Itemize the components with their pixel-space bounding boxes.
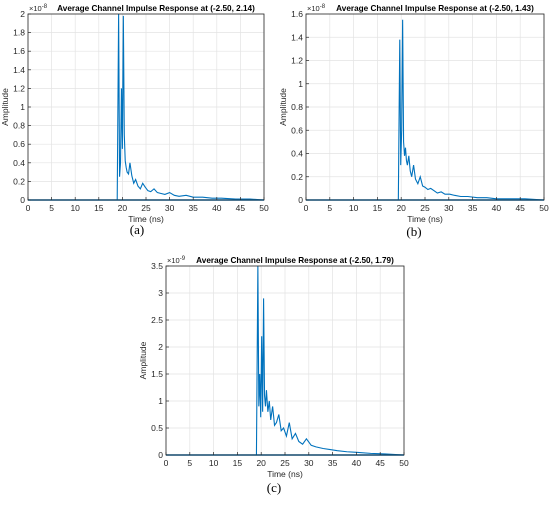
x-tick-label: 0 xyxy=(26,203,31,213)
x-tick-label: 25 xyxy=(420,203,430,213)
x-tick-label: 40 xyxy=(352,458,362,468)
y-tick-label: 2 xyxy=(20,9,25,19)
y-tick-label: 1 xyxy=(158,396,163,406)
x-tick-label: 25 xyxy=(280,458,290,468)
x-tick-label: 25 xyxy=(141,203,151,213)
x-axis-label: Time (ns) xyxy=(128,214,164,224)
panel-caption: (b) xyxy=(406,224,421,239)
x-tick-label: 35 xyxy=(328,458,338,468)
chart-panel-2: 0 5 10 15 20 25 30 35 40 45 50 0 0.2 0.4 0.6 0.8 1 1.2 1.4… xyxy=(278,4,549,239)
y-exponent-value: -9 xyxy=(180,256,186,262)
y-tick-label: 0 xyxy=(298,195,303,205)
y-tick-label: 2 xyxy=(158,342,163,352)
y-axis-label: Amplitude xyxy=(138,341,148,379)
x-tick-label: 5 xyxy=(327,203,332,213)
x-tick-label: 5 xyxy=(187,458,192,468)
x-tick-label: 45 xyxy=(236,203,246,213)
y-tick-label: 0.2 xyxy=(291,172,303,182)
x-tick-label: 30 xyxy=(444,203,454,213)
x-tick-label: 35 xyxy=(188,203,198,213)
chart-title: Average Channel Impulse Response at (-2.… xyxy=(196,256,394,265)
x-tick-label: 10 xyxy=(209,458,219,468)
x-tick-label: 35 xyxy=(468,203,478,213)
y-tick-label: 1.4 xyxy=(13,65,25,75)
x-tick-label: 10 xyxy=(70,203,80,213)
x-tick-label: 30 xyxy=(304,458,314,468)
y-tick-label: 3 xyxy=(158,288,163,298)
x-tick-label: 45 xyxy=(375,458,385,468)
chart-title: Average Channel Impulse Response at (-2.… xyxy=(336,4,534,13)
x-tick-label: 10 xyxy=(349,203,359,213)
x-axis-label: Time (ns) xyxy=(267,469,303,479)
y-tick-label: 3.5 xyxy=(151,261,163,271)
chart-title: Average Channel Impulse Response at (-2.… xyxy=(57,4,255,13)
y-exponent-label: ×10-9 xyxy=(167,256,186,265)
series-line xyxy=(28,13,265,201)
y-tick-label: 1.5 xyxy=(151,369,163,379)
series-line xyxy=(166,265,405,456)
x-tick-label: 15 xyxy=(94,203,104,213)
y-tick-label: 0.4 xyxy=(13,158,25,168)
y-axis-label: Amplitude xyxy=(278,88,288,126)
x-tick-label: 40 xyxy=(492,203,502,213)
x-tick-label: 50 xyxy=(259,203,269,213)
x-axis-label: Time (ns) xyxy=(407,214,443,224)
y-axis-label: Amplitude xyxy=(0,88,10,126)
x-tick-label: 50 xyxy=(399,458,409,468)
y-tick-label: 1.6 xyxy=(291,9,303,19)
y-tick-label: 1.2 xyxy=(13,83,25,93)
y-tick-label: 1.8 xyxy=(13,28,25,38)
y-tick-label: 0.4 xyxy=(291,149,303,159)
y-tick-label: 0.8 xyxy=(13,121,25,131)
x-tick-label: 15 xyxy=(373,203,383,213)
y-exponent-value: -8 xyxy=(320,4,326,10)
x-tick-label: 20 xyxy=(118,203,128,213)
x-tick-label: 50 xyxy=(539,203,549,213)
y-exponent-label: ×10-8 xyxy=(307,4,326,13)
x-tick-label: 15 xyxy=(233,458,243,468)
x-tick-label: 0 xyxy=(164,458,169,468)
x-tick-label: 20 xyxy=(256,458,266,468)
y-tick-label: 0.6 xyxy=(291,125,303,135)
y-tick-label: 0.6 xyxy=(13,139,25,149)
x-tick-label: 30 xyxy=(165,203,175,213)
chart-panel-3: 0 5 10 15 20 25 30 35 40 45 50 0 0.5 1 1.5 2 2.5 3 3.5 ×10-… xyxy=(138,256,409,495)
y-tick-label: 0.8 xyxy=(291,102,303,112)
y-tick-label: 1 xyxy=(20,102,25,112)
y-tick-label: 1 xyxy=(298,79,303,89)
y-tick-label: 0 xyxy=(20,195,25,205)
series-line xyxy=(306,19,545,201)
y-tick-label: 0.2 xyxy=(13,176,25,186)
x-tick-label: 0 xyxy=(304,203,309,213)
y-tick-label: 2.5 xyxy=(151,315,163,325)
x-tick-label: 45 xyxy=(515,203,525,213)
y-exponent-label: ×10-8 xyxy=(29,4,48,13)
y-tick-label: 0 xyxy=(158,450,163,460)
y-tick-label: 1.2 xyxy=(291,56,303,66)
panel-caption: (c) xyxy=(267,480,281,495)
y-tick-label: 0.5 xyxy=(151,423,163,433)
x-tick-label: 5 xyxy=(49,203,54,213)
y-exponent-value: -8 xyxy=(42,4,48,10)
y-tick-label: 1.4 xyxy=(291,32,303,42)
x-tick-label: 20 xyxy=(396,203,406,213)
y-tick-label: 1.6 xyxy=(13,46,25,56)
x-tick-label: 40 xyxy=(212,203,222,213)
panel-caption: (a) xyxy=(130,222,144,237)
chart-panel-1: 0 5 10 15 20 25 30 35 40 45 50 0 0.2 0.4 0.6 0.8 1 1.2 1.4… xyxy=(0,4,269,237)
